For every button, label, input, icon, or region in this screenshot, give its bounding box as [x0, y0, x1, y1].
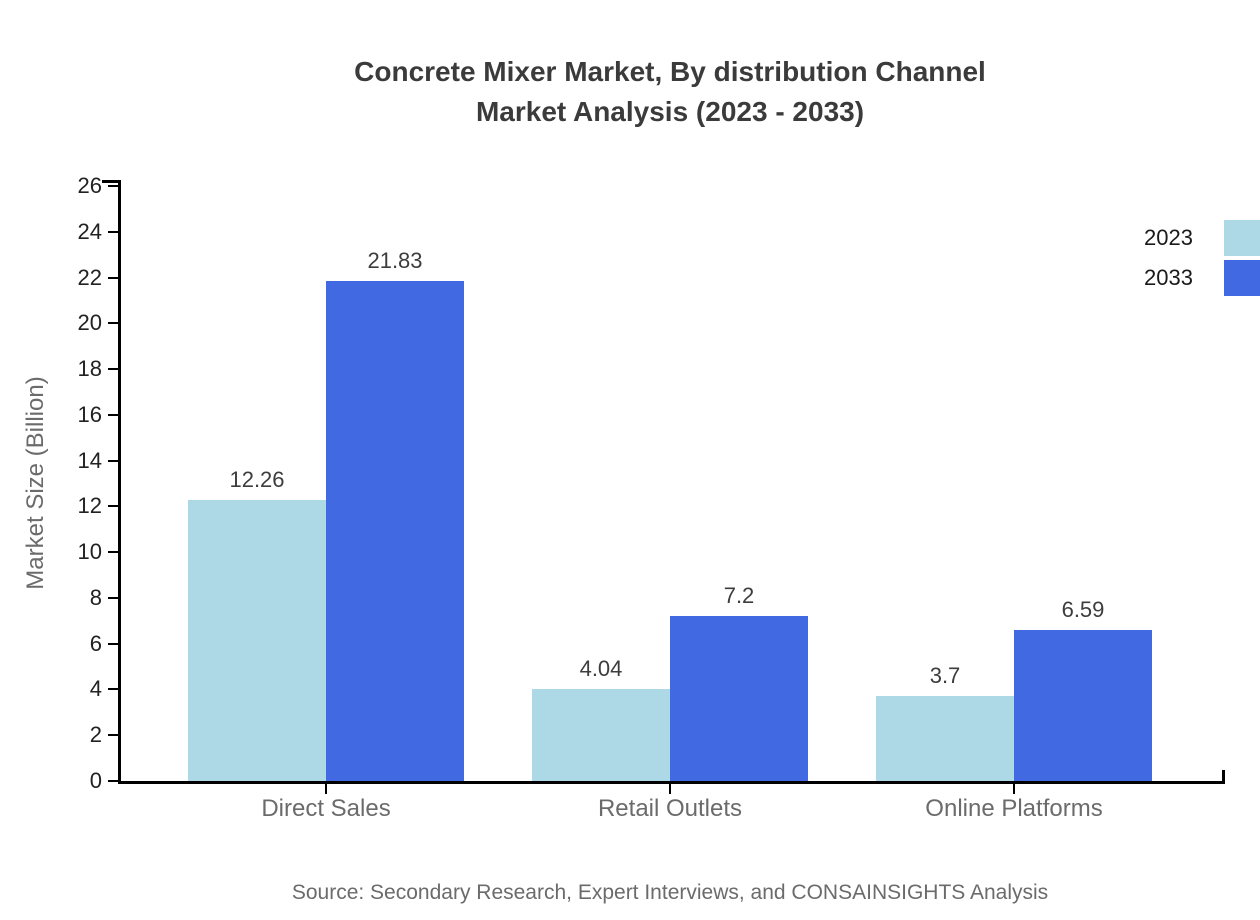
y-tick: [108, 459, 118, 462]
source-note: Source: Secondary Research, Expert Inter…: [291, 881, 1049, 904]
y-axis-top-cap-icon: [102, 180, 118, 183]
chart-title: Concrete Mixer Market, By distribution C…: [118, 52, 1222, 132]
chart-title-line1: Concrete Mixer Market, By distribution C…: [354, 56, 986, 87]
bar-2033-retail-outlets: [670, 616, 808, 781]
bar-value-label: 12.26: [229, 467, 285, 493]
bar-value-label: 3.7: [929, 663, 961, 689]
legend-label-2033: 2033: [1144, 265, 1193, 290]
bar-2033-direct-sales: [326, 281, 464, 781]
x-tick: [669, 784, 671, 794]
chart-title-line2: Market Analysis (2023 - 2033): [475, 96, 865, 127]
y-tick-label: 2: [89, 722, 102, 748]
y-tick: [108, 688, 118, 691]
legend: 2023 2033: [1144, 220, 1260, 300]
y-tick-label: 18: [77, 356, 102, 382]
y-tick: [108, 551, 118, 554]
category-label: Retail Outlets: [597, 795, 743, 822]
legend-swatch-2033: [1224, 260, 1260, 296]
y-tick: [108, 413, 118, 416]
y-tick: [108, 734, 118, 737]
y-tick-label: 0: [89, 768, 102, 793]
x-axis-right-cap-icon: [1222, 770, 1225, 781]
bar-2033-online-platforms: [1014, 630, 1152, 781]
category-label: Online Platforms: [925, 795, 1103, 822]
category-label: Direct Sales: [261, 795, 391, 822]
y-tick-label: 14: [77, 447, 102, 473]
legend-label-2023: 2023: [1144, 225, 1193, 250]
bar-value-label: 6.59: [1061, 597, 1105, 623]
y-tick-label: 22: [77, 264, 102, 290]
y-tick-label: 6: [89, 630, 102, 656]
x-axis-line: [118, 781, 1225, 784]
y-tick: [108, 596, 118, 599]
y-tick-label: 20: [77, 310, 102, 336]
y-tick: [108, 276, 118, 279]
bar-value-label: 21.83: [367, 248, 423, 274]
y-tick-label: 4: [89, 676, 102, 702]
y-tick: [108, 230, 118, 233]
legend-swatch-2023: [1224, 220, 1260, 256]
y-tick-label: 16: [77, 401, 102, 427]
y-tick-label: 8: [89, 584, 102, 610]
bar-value-label: 4.04: [579, 655, 623, 681]
y-tick: [108, 185, 118, 187]
y-tick: [108, 322, 118, 325]
y-axis-line: [118, 180, 121, 784]
bar-value-label: 7.2: [723, 583, 755, 609]
y-tick: [108, 780, 118, 782]
x-tick: [1013, 784, 1015, 794]
legend-item-2023: 2023: [1144, 220, 1260, 256]
y-tick-label: 26: [77, 173, 102, 198]
y-tick: [108, 505, 118, 508]
y-tick-label: 10: [77, 539, 102, 565]
bar-2023-retail-outlets: [532, 688, 670, 781]
y-tick: [108, 368, 118, 371]
bar-2023-direct-sales: [188, 500, 326, 781]
bar-2023-online-platforms: [876, 696, 1014, 781]
y-tick-label: 12: [77, 493, 102, 519]
y-tick-label: 24: [77, 218, 102, 244]
legend-item-2033: 2033: [1144, 260, 1260, 296]
x-tick: [325, 784, 327, 794]
y-tick: [108, 642, 118, 645]
